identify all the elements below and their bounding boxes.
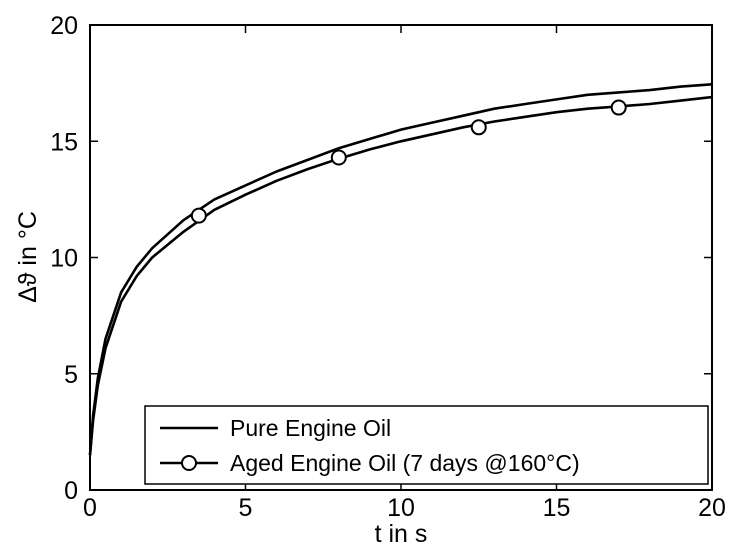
series-marker-1 [470,119,487,136]
x-axis-label: t in s [375,520,428,547]
series-marker-1 [330,149,347,166]
legend-marker-aged-engine-oil [181,455,197,471]
legend-label-pure-engine-oil: Pure Engine Oil [230,415,391,441]
legend: Pure Engine Oil Aged Engine Oil (7 days … [144,405,709,485]
y-axis-label: Δϑ in °C [14,211,42,303]
x-tick-label: 10 [387,494,415,522]
x-tick-label: 15 [543,494,571,522]
y-tick-label: 20 [50,12,78,40]
series-marker-1 [190,207,207,224]
x-tick-label: 20 [698,494,726,522]
y-axis-ticks: 0 5 10 15 20 [50,12,712,505]
series-line-0 [88,83,713,456]
x-tick-label: 5 [239,494,253,522]
series-marker-1 [610,99,627,116]
y-tick-label: 0 [64,477,78,505]
y-tick-label: 5 [64,361,78,389]
series-layer [88,83,713,456]
x-tick-label: 0 [83,494,97,522]
y-tick-label: 10 [50,245,78,273]
legend-box [144,405,709,485]
legend-label-aged-engine-oil: Aged Engine Oil (7 days @160°C) [230,450,580,476]
y-tick-label: 15 [50,128,78,156]
